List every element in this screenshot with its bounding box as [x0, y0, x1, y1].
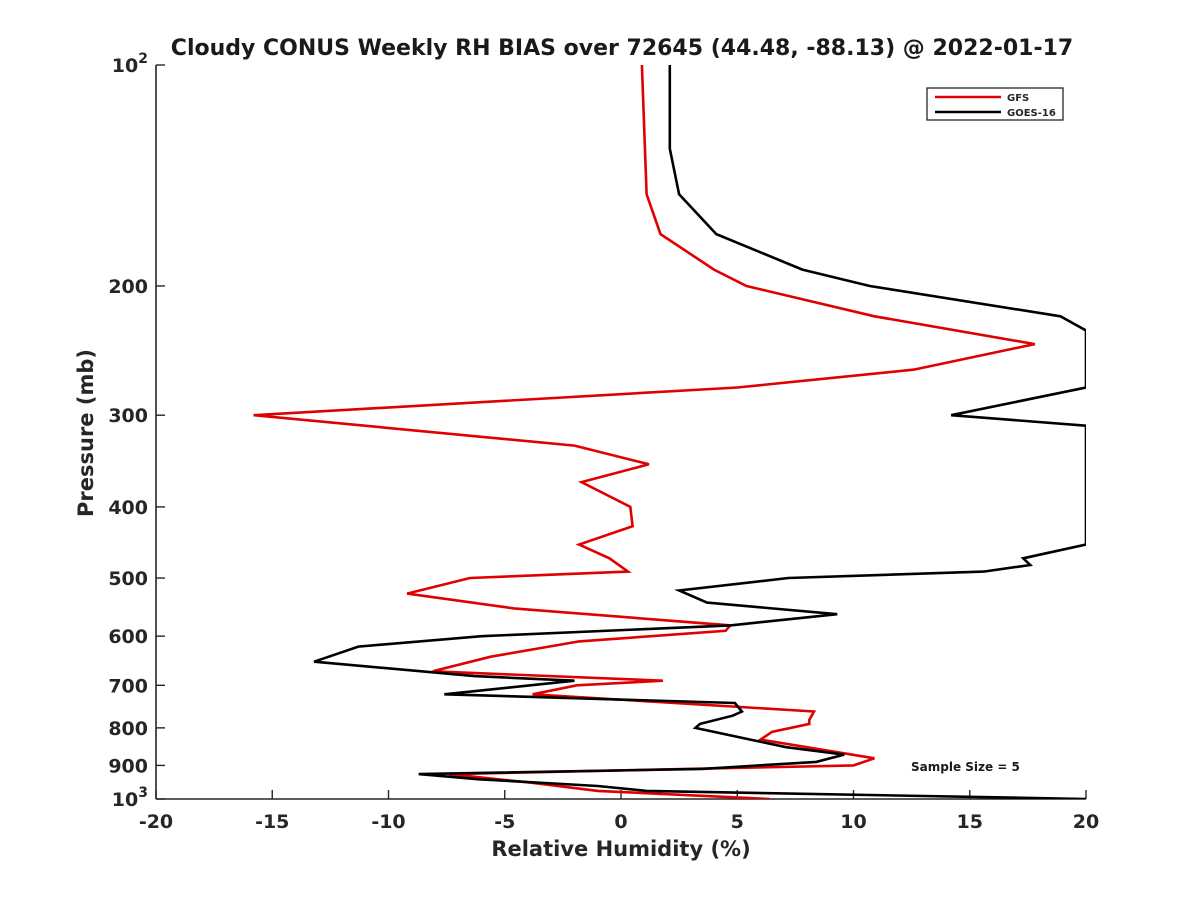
y-tick-label: 500 — [108, 568, 148, 590]
sample-size-annotation: Sample Size = 5 — [911, 760, 1020, 774]
x-tick-label: 15 — [957, 811, 983, 833]
series-layer — [253, 65, 1086, 799]
axes: -20 -15 -10 -5 0 5 10 15 20 102 200 300 400 500 600 700… — [108, 51, 1099, 833]
y-tick-label: 800 — [108, 718, 148, 740]
y-tick-label: 103 — [112, 785, 148, 811]
series-line-gfs — [253, 65, 1036, 799]
y-tick-label: 400 — [108, 497, 148, 519]
x-tick-label: 10 — [840, 811, 866, 833]
x-tick-label: 20 — [1073, 811, 1099, 833]
y-tick-label: 102 — [112, 51, 148, 77]
x-tick-label: -20 — [139, 811, 173, 833]
x-tick-label: -10 — [371, 811, 405, 833]
legend: GFS GOES-16 — [926, 87, 1064, 121]
y-tick-label: 600 — [108, 626, 148, 648]
legend-box — [926, 87, 1064, 121]
x-tick-label: 5 — [731, 811, 744, 833]
y-tick-label: 700 — [108, 675, 148, 697]
x-tick-label: -5 — [494, 811, 515, 833]
x-tick-label: -15 — [255, 811, 289, 833]
x-tick-label: 0 — [614, 811, 627, 833]
series-line-goes-16 — [313, 65, 1086, 799]
y-axis-label: Pressure (mb) — [74, 349, 98, 517]
chart-title: Cloudy CONUS Weekly RH BIAS over 72645 (… — [171, 36, 1073, 61]
y-tick-label: 900 — [108, 755, 148, 777]
legend-label: GFS — [1007, 93, 1029, 104]
legend-label: GOES-16 — [1007, 108, 1056, 119]
x-axis-label: Relative Humidity (%) — [491, 837, 750, 861]
y-tick-label: 300 — [108, 405, 148, 427]
y-tick-label: 200 — [108, 276, 148, 298]
